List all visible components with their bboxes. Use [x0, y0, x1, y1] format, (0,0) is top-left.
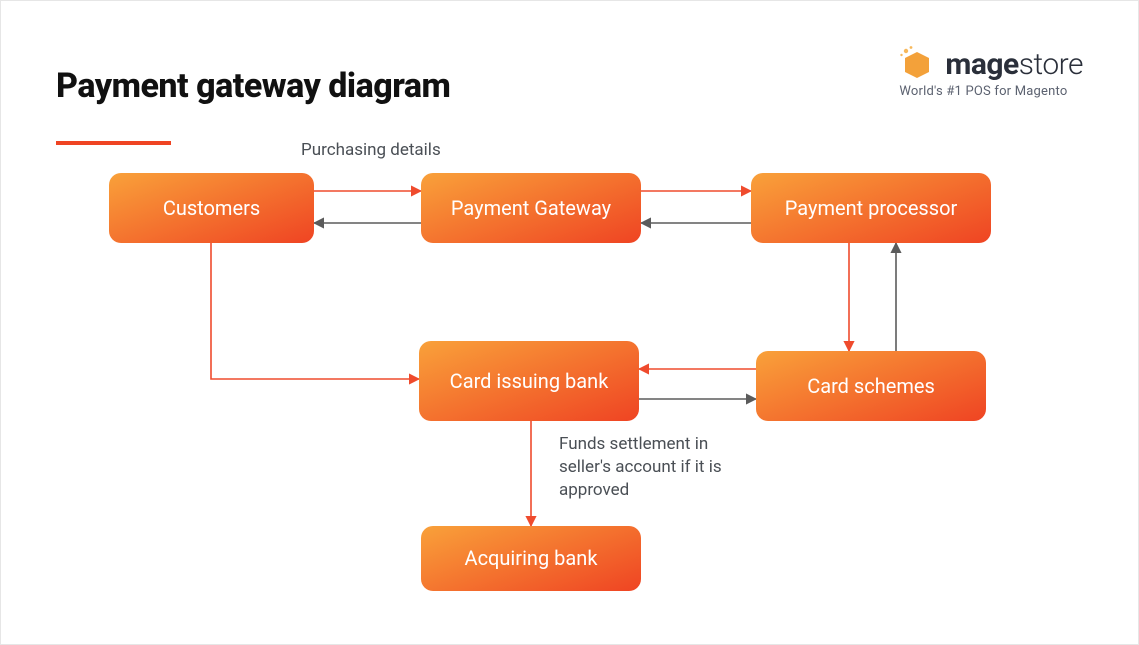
node-card_schemes: Card schemes [756, 351, 986, 421]
diagram-frame: Payment gateway diagram magestore World'… [0, 0, 1139, 645]
page-title: Payment gateway diagram [56, 66, 450, 106]
edge-label-customers-payment_gateway: Purchasing details [301, 139, 441, 162]
brand-logo: magestore World's #1 POS for Magento [899, 46, 1083, 99]
hexagon-icon [899, 46, 935, 82]
node-card_issuing: Card issuing bank [419, 341, 639, 421]
edge-label-card_issuing-acquiring_bank: Funds settlement in seller's account if … [559, 433, 759, 502]
brand-tagline: World's #1 POS for Magento [899, 84, 1083, 99]
node-payment_processor: Payment processor [751, 173, 991, 243]
brand-name: magestore [945, 47, 1083, 82]
brand-name-light: store [1019, 47, 1083, 82]
node-acquiring_bank: Acquiring bank [421, 526, 641, 591]
title-underline [56, 141, 171, 145]
node-payment_gateway: Payment Gateway [421, 173, 641, 243]
node-customers: Customers [109, 173, 314, 243]
edge-customers-card_issuing [211, 243, 419, 379]
brand-name-bold: mage [945, 47, 1018, 82]
